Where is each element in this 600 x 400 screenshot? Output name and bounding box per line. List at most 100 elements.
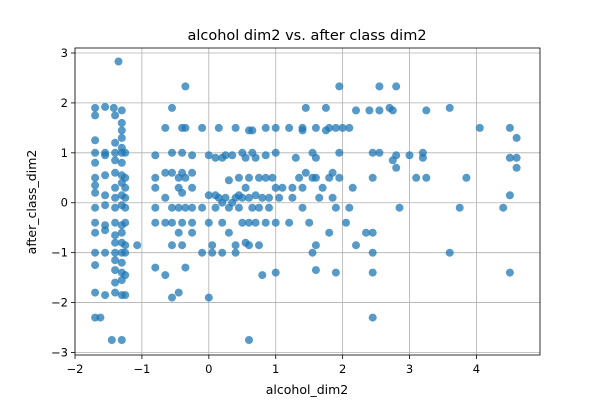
- data-point: [255, 241, 263, 250]
- grid-lines: [74, 48, 540, 355]
- data-point: [91, 136, 100, 145]
- data-point: [117, 133, 126, 142]
- y-axis-label: after_class_dim2: [24, 150, 39, 255]
- data-point: [271, 123, 280, 132]
- data-point: [375, 148, 384, 157]
- data-point: [325, 123, 334, 132]
- data-point: [91, 203, 100, 212]
- data-point: [91, 173, 100, 182]
- data-point: [168, 218, 176, 227]
- y-tick-label: 1: [61, 146, 68, 160]
- data-point: [405, 151, 414, 160]
- data-point: [234, 203, 243, 212]
- data-point: [181, 82, 190, 91]
- data-point: [261, 151, 270, 160]
- data-point: [121, 148, 130, 157]
- data-point: [245, 193, 253, 202]
- data-point: [331, 268, 340, 277]
- x-tick-label: 3: [406, 362, 413, 376]
- data-point: [161, 168, 170, 177]
- data-point: [311, 153, 320, 162]
- y-tick-label: 0: [61, 196, 68, 210]
- data-point: [261, 218, 270, 227]
- data-point: [96, 313, 105, 322]
- data-point: [255, 173, 263, 182]
- data-point: [412, 173, 421, 182]
- data-point: [111, 193, 120, 202]
- data-point: [174, 288, 183, 297]
- x-axis-label: alcohol_dim2: [266, 382, 348, 397]
- data-point: [375, 82, 384, 91]
- data-point: [224, 176, 233, 185]
- data-point: [422, 173, 431, 182]
- data-point: [107, 336, 116, 344]
- y-tick-label: −1: [51, 246, 68, 260]
- data-point: [342, 218, 350, 227]
- data-point: [181, 263, 190, 272]
- data-point: [101, 291, 110, 300]
- data-point: [331, 123, 340, 132]
- data-point: [168, 241, 176, 250]
- data-point: [168, 203, 176, 212]
- data-point: [392, 82, 401, 91]
- data-point: [121, 183, 130, 192]
- data-point: [295, 173, 304, 182]
- data-point: [455, 203, 464, 212]
- data-point: [271, 268, 280, 277]
- data-point: [475, 123, 484, 132]
- data-point: [255, 203, 263, 212]
- data-point: [352, 241, 360, 250]
- data-point: [285, 123, 294, 132]
- data-point: [117, 126, 126, 135]
- data-point: [151, 203, 160, 212]
- data-point: [178, 241, 187, 250]
- data-point: [91, 288, 100, 297]
- data-point: [231, 123, 240, 132]
- x-tick-label: 0: [205, 362, 212, 376]
- data-point: [245, 241, 253, 250]
- data-point: [111, 111, 120, 120]
- data-point: [512, 163, 521, 172]
- data-point: [241, 153, 250, 162]
- data-point: [422, 106, 431, 115]
- data-point: [505, 268, 514, 277]
- data-point: [388, 106, 397, 115]
- data-point: [111, 248, 120, 257]
- data-point: [265, 203, 273, 212]
- chart-title: alcohol dim2 vs. after class dim2: [187, 28, 426, 44]
- data-point: [368, 268, 377, 277]
- data-point: [231, 248, 240, 257]
- x-tick-label: −2: [67, 362, 84, 376]
- data-point: [231, 241, 240, 250]
- data-point: [499, 203, 508, 212]
- data-point: [375, 106, 384, 115]
- data-point: [101, 191, 110, 200]
- data-point: [117, 106, 126, 115]
- data-point: [204, 191, 213, 200]
- data-point: [365, 106, 374, 115]
- data-point: [505, 123, 514, 132]
- plot-frame: [74, 47, 541, 356]
- data-point: [117, 228, 126, 237]
- data-point: [211, 153, 220, 162]
- data-point: [338, 123, 347, 132]
- data-point: [315, 193, 324, 202]
- y-tick-label: 2: [61, 96, 68, 110]
- y-tick-label: −3: [51, 346, 68, 360]
- x-tick-label: −1: [133, 362, 150, 376]
- data-point: [121, 203, 130, 212]
- data-point: [121, 241, 130, 250]
- data-point: [462, 173, 471, 182]
- data-point: [301, 103, 310, 112]
- data-point: [245, 336, 253, 344]
- y-axis-ticks: −3 −2 −1 0 1 2 3: [51, 46, 75, 360]
- data-point: [161, 271, 170, 280]
- data-point: [258, 193, 267, 202]
- data-point: [198, 123, 207, 132]
- data-point: [305, 218, 314, 227]
- data-point: [325, 228, 334, 237]
- data-point: [111, 203, 120, 212]
- data-point: [188, 203, 197, 212]
- data-point: [151, 173, 160, 182]
